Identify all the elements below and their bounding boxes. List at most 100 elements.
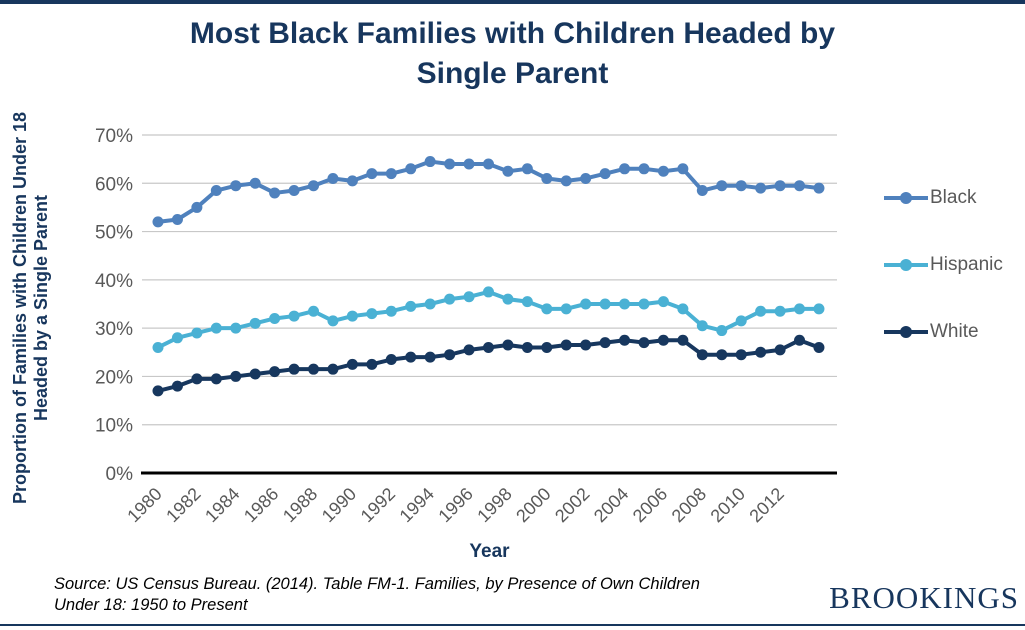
data-point-black-1989 bbox=[327, 172, 339, 184]
source-note-line1: Source: US Census Bureau. (2014). Table … bbox=[54, 575, 700, 593]
data-point-white-2014 bbox=[813, 341, 825, 353]
data-point-white-1998 bbox=[502, 339, 514, 351]
data-point-white-2006 bbox=[657, 334, 669, 346]
data-point-hispanic-2012 bbox=[774, 305, 786, 317]
data-point-hispanic-1984 bbox=[230, 322, 242, 334]
x-tick-label-1998: 1998 bbox=[473, 484, 515, 526]
data-point-black-2011 bbox=[755, 182, 767, 194]
data-point-hispanic-2003 bbox=[599, 298, 611, 310]
legend-item-hispanic: Hispanic bbox=[884, 253, 1003, 277]
legend-marker-black-icon bbox=[884, 186, 928, 210]
data-point-white-1999 bbox=[521, 341, 533, 353]
data-point-hispanic-1981 bbox=[171, 332, 183, 344]
x-tick-label-1988: 1988 bbox=[279, 484, 321, 526]
legend-label-hispanic: Hispanic bbox=[930, 254, 1003, 275]
data-point-white-1997 bbox=[482, 341, 494, 353]
data-point-black-2010 bbox=[735, 180, 747, 192]
data-point-white-1985 bbox=[249, 368, 261, 380]
data-point-white-1980 bbox=[152, 385, 164, 397]
chart-title-line1: Most Black Families with Children Headed… bbox=[189, 17, 836, 50]
data-point-white-2008 bbox=[696, 349, 708, 361]
y-tick-label: 40% bbox=[95, 271, 133, 292]
data-point-black-1990 bbox=[346, 175, 358, 187]
y-tick-label: 30% bbox=[95, 319, 133, 340]
y-tick-label: 10% bbox=[95, 416, 133, 437]
data-point-hispanic-1998 bbox=[502, 293, 514, 305]
data-point-hispanic-2010 bbox=[735, 315, 747, 327]
data-point-black-1995 bbox=[444, 158, 456, 170]
x-tick-label-1992: 1992 bbox=[357, 484, 399, 526]
data-point-hispanic-1980 bbox=[152, 341, 164, 353]
data-point-white-2000 bbox=[541, 341, 553, 353]
data-point-hispanic-1986 bbox=[269, 312, 281, 324]
data-point-hispanic-1990 bbox=[346, 310, 358, 322]
data-point-hispanic-2008 bbox=[696, 320, 708, 332]
data-point-hispanic-2014 bbox=[813, 303, 825, 315]
legend-label-white: White bbox=[930, 321, 979, 342]
data-point-hispanic-1983 bbox=[210, 322, 222, 334]
data-point-white-2003 bbox=[599, 337, 611, 349]
data-point-white-1994 bbox=[424, 351, 436, 363]
data-point-hispanic-2009 bbox=[716, 325, 728, 337]
data-point-black-1994 bbox=[424, 156, 436, 168]
data-point-black-1986 bbox=[269, 187, 281, 199]
data-point-hispanic-2000 bbox=[541, 303, 553, 315]
y-tick-label: 20% bbox=[95, 367, 133, 388]
data-point-hispanic-1987 bbox=[288, 310, 300, 322]
data-point-white-2002 bbox=[580, 339, 592, 351]
data-point-white-2012 bbox=[774, 344, 786, 356]
data-point-black-2002 bbox=[580, 172, 592, 184]
data-point-black-1992 bbox=[385, 168, 397, 180]
data-point-black-2001 bbox=[560, 175, 572, 187]
y-tick-label: 50% bbox=[95, 223, 133, 244]
data-point-hispanic-1982 bbox=[191, 327, 203, 339]
x-tick-label-2004: 2004 bbox=[590, 484, 632, 526]
data-point-white-2001 bbox=[560, 339, 572, 351]
data-point-black-2003 bbox=[599, 168, 611, 180]
x-tick-label-1986: 1986 bbox=[240, 484, 282, 526]
legend-item-white: White bbox=[884, 320, 1003, 344]
series-line-black bbox=[156, 159, 821, 224]
data-point-black-1999 bbox=[521, 163, 533, 175]
x-tick-label-2006: 2006 bbox=[629, 484, 671, 526]
data-point-white-2004 bbox=[619, 334, 631, 346]
data-point-white-1993 bbox=[405, 351, 417, 363]
data-point-white-1986 bbox=[269, 366, 281, 378]
x-tick-label-2000: 2000 bbox=[512, 484, 554, 526]
data-point-white-2011 bbox=[755, 346, 767, 358]
x-tick-label-2008: 2008 bbox=[668, 484, 710, 526]
data-point-black-1997 bbox=[482, 158, 494, 170]
data-point-white-2010 bbox=[735, 349, 747, 361]
data-point-hispanic-2011 bbox=[755, 305, 767, 317]
data-point-black-1981 bbox=[171, 214, 183, 225]
data-point-black-1988 bbox=[308, 180, 320, 192]
x-tick-label-1980: 1980 bbox=[123, 484, 165, 526]
data-point-hispanic-2007 bbox=[677, 303, 689, 315]
data-point-black-1984 bbox=[230, 180, 242, 192]
data-point-white-1982 bbox=[191, 373, 203, 385]
data-point-hispanic-1999 bbox=[521, 296, 533, 308]
data-point-white-1995 bbox=[444, 349, 456, 361]
data-point-white-1984 bbox=[230, 370, 242, 382]
x-tick-label-1994: 1994 bbox=[396, 484, 438, 526]
data-point-black-1991 bbox=[366, 168, 378, 180]
data-point-hispanic-1994 bbox=[424, 298, 436, 310]
data-point-white-1983 bbox=[210, 373, 222, 385]
x-axis-title: Year bbox=[469, 541, 510, 562]
top-accent-bar bbox=[0, 0, 1025, 4]
data-point-hispanic-1992 bbox=[385, 305, 397, 317]
data-point-black-2006 bbox=[657, 165, 669, 177]
data-point-black-1987 bbox=[288, 185, 300, 197]
y-tick-label: 60% bbox=[95, 174, 133, 195]
data-point-hispanic-2001 bbox=[560, 303, 572, 315]
data-point-white-2007 bbox=[677, 334, 689, 346]
source-note-line2: Under 18: 1950 to Present bbox=[54, 596, 248, 614]
chart-title: Most Black Families with Children Headed… bbox=[0, 14, 1025, 94]
data-point-black-1993 bbox=[405, 163, 417, 175]
legend-label-black: Black bbox=[930, 187, 977, 208]
data-point-black-1998 bbox=[502, 165, 514, 177]
data-point-hispanic-1996 bbox=[463, 291, 475, 303]
data-point-hispanic-2002 bbox=[580, 298, 592, 310]
data-point-hispanic-1997 bbox=[482, 286, 494, 298]
